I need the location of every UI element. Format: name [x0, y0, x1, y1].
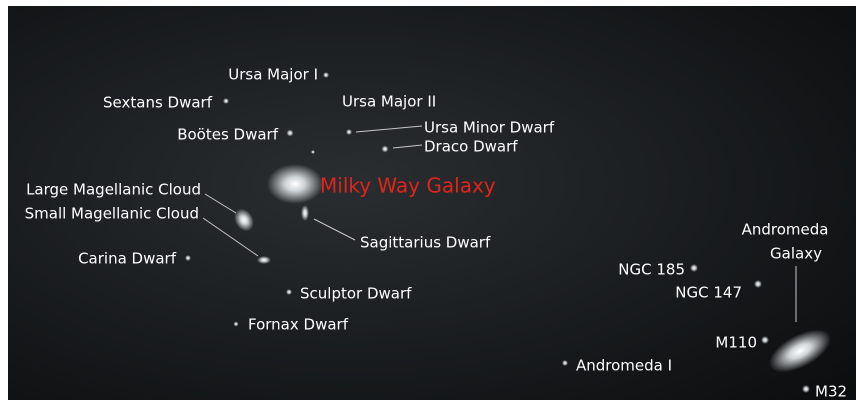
label: Ursa Minor Dwarf	[424, 119, 555, 137]
label: NGC 185	[618, 261, 685, 279]
label: Sextans Dwarf	[103, 94, 213, 112]
title: Milky Way Galaxy	[320, 174, 496, 198]
label: Fornax Dwarf	[248, 316, 349, 334]
label: Ursa Major II	[342, 93, 436, 111]
label: NGC 147	[675, 284, 742, 302]
label: Small Magellanic Cloud	[25, 205, 199, 223]
label: Andromeda	[742, 221, 829, 239]
label: Carina Dwarf	[78, 250, 177, 268]
diagram: Milky Way Galaxy Ursa Major I Sextans Dw…	[0, 0, 864, 405]
label: Galaxy	[770, 245, 822, 263]
label: Large Magellanic Cloud	[26, 181, 201, 199]
label: Draco Dwarf	[424, 138, 518, 156]
label: M110	[715, 334, 757, 352]
label: Sagittarius Dwarf	[360, 234, 491, 252]
label: Sculptor Dwarf	[300, 285, 412, 303]
label: Boötes Dwarf	[177, 126, 279, 144]
milky-way	[267, 164, 323, 204]
label: M32	[815, 383, 847, 401]
label: Andromeda I	[576, 357, 672, 375]
label: Ursa Major I	[228, 66, 318, 84]
